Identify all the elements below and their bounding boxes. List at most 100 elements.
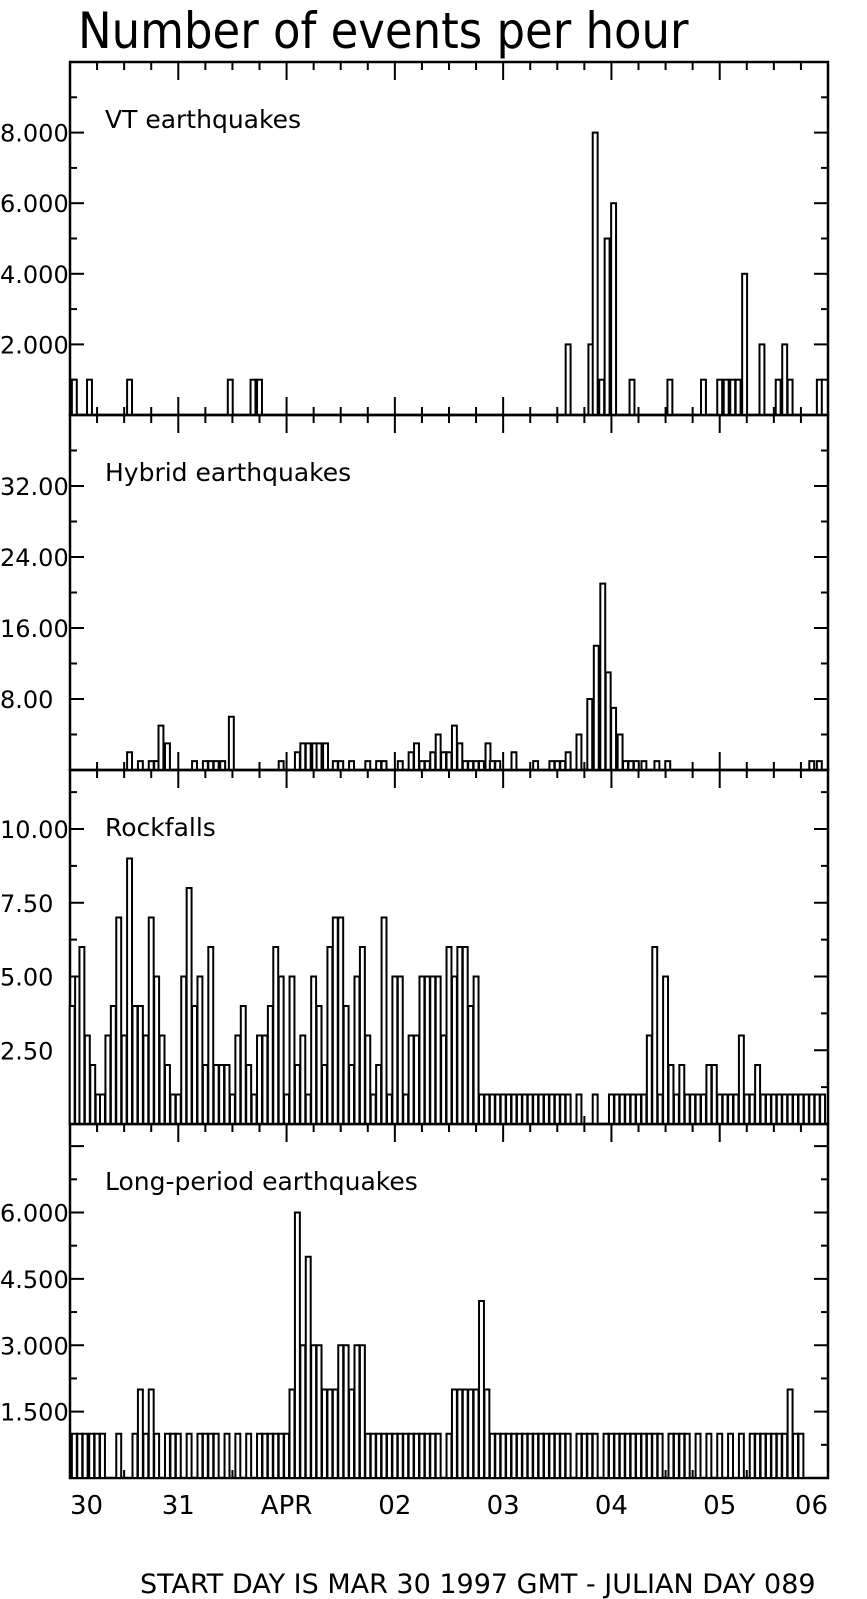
bars-hybrid-earthquakes: [126, 582, 823, 771]
bar: [553, 760, 561, 771]
bar: [537, 1432, 545, 1479]
panel-title-rockfalls: Rockfalls: [105, 813, 216, 842]
bar: [488, 1093, 496, 1125]
bar: [391, 975, 399, 1125]
bar: [369, 1093, 377, 1125]
bar: [741, 272, 749, 416]
bar: [249, 378, 257, 417]
bar: [321, 1388, 328, 1479]
bar: [510, 1432, 518, 1479]
bar: [635, 1093, 642, 1125]
bar: [348, 1388, 356, 1479]
bar: [721, 1093, 729, 1125]
y-tick-label: 5.00: [0, 964, 53, 992]
bar: [423, 975, 431, 1125]
bar: [380, 1432, 388, 1479]
bar: [635, 1432, 642, 1479]
bar: [662, 975, 670, 1125]
panel-rockfalls: 2.50 5.00 7.50 10.00 Rockfalls: [0, 768, 830, 1126]
bar: [191, 1005, 198, 1125]
bar: [488, 1432, 496, 1479]
bar: [104, 1034, 112, 1125]
panel-title-vt-earthquakes: VT earthquakes: [105, 105, 301, 134]
bar: [109, 1005, 117, 1125]
bar: [672, 1093, 680, 1125]
bar: [326, 1388, 334, 1479]
y-tick-label: 6.000: [0, 190, 69, 218]
bar: [353, 1344, 361, 1479]
bar: [331, 916, 339, 1125]
bar: [283, 1432, 291, 1479]
bar: [792, 1432, 799, 1479]
bar: [234, 1034, 242, 1125]
bar: [450, 975, 458, 1125]
bar: [358, 946, 366, 1125]
bar: [234, 1432, 242, 1479]
bar: [734, 378, 742, 417]
bar: [542, 1093, 550, 1125]
bar: [564, 343, 572, 416]
bar: [770, 1093, 778, 1125]
bar: [624, 1093, 632, 1125]
bar: [759, 1432, 767, 1479]
bar: [716, 378, 724, 417]
bar: [815, 378, 823, 417]
bar: [786, 378, 794, 417]
bar: [201, 760, 209, 771]
bar: [331, 1388, 339, 1479]
bar: [640, 760, 648, 771]
bar: [559, 760, 567, 771]
bar: [666, 378, 674, 417]
bar: [245, 1432, 253, 1479]
bar: [510, 751, 518, 771]
y-tick-label: 1.500: [0, 1399, 69, 1427]
bar: [450, 1388, 458, 1479]
bar: [70, 378, 78, 417]
bar: [157, 724, 165, 771]
bar: [136, 1005, 144, 1125]
bars-vt-earthquakes: [70, 131, 823, 417]
bar: [380, 760, 388, 771]
bar: [207, 946, 215, 1125]
bar: [418, 1432, 426, 1479]
bar: [256, 1432, 263, 1479]
bar: [385, 1093, 393, 1125]
bar: [407, 1034, 415, 1125]
bar: [575, 1093, 583, 1125]
bar: [613, 1093, 621, 1125]
bar: [191, 760, 198, 771]
bar: [526, 1093, 534, 1125]
bar: [348, 760, 356, 771]
bar: [380, 916, 388, 1125]
y-tick-label: 4.500: [0, 1266, 69, 1294]
y-tick-label: 24.00: [0, 544, 69, 572]
bar: [153, 975, 161, 1125]
bar: [716, 1432, 724, 1479]
bar: [353, 975, 361, 1125]
bar: [705, 1432, 713, 1479]
bar: [521, 1432, 529, 1479]
bar: [131, 1432, 139, 1479]
bar: [423, 1432, 431, 1479]
bar: [227, 715, 235, 771]
bar: [288, 1388, 296, 1479]
bar: [598, 378, 606, 417]
bar: [472, 760, 480, 771]
bar: [542, 1432, 550, 1479]
bar: [461, 1388, 469, 1479]
bar: [283, 1093, 291, 1125]
bar: [450, 724, 458, 771]
bar: [494, 760, 502, 771]
x-tick-label: 30: [70, 1491, 103, 1521]
bar: [434, 733, 442, 771]
bar: [792, 1093, 799, 1125]
bar: [613, 1432, 621, 1479]
bar: [207, 760, 215, 771]
bar: [472, 975, 480, 1125]
bar: [586, 1432, 594, 1479]
x-tick-label: 04: [595, 1491, 628, 1521]
bar: [120, 1034, 128, 1125]
bar: [754, 1432, 762, 1479]
bar: [99, 1432, 106, 1479]
bar: [737, 1432, 745, 1479]
